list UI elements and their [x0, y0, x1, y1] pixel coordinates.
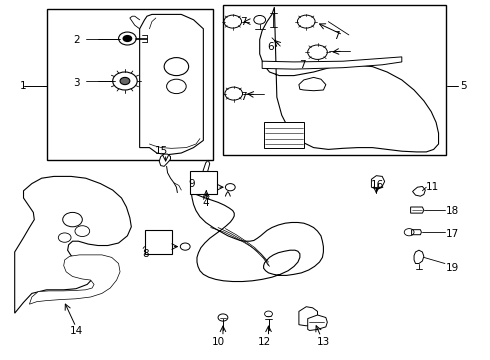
Text: 11: 11	[426, 182, 440, 192]
Polygon shape	[299, 77, 326, 91]
Bar	[47, 9, 213, 160]
Text: 6: 6	[267, 42, 274, 52]
Text: 10: 10	[212, 337, 224, 347]
Bar	[223, 5, 446, 155]
Polygon shape	[411, 207, 424, 213]
Text: 7: 7	[240, 17, 247, 27]
Text: 8: 8	[142, 249, 149, 259]
Text: 16: 16	[370, 180, 384, 190]
Bar	[145, 230, 171, 254]
Text: 15: 15	[155, 146, 169, 156]
Polygon shape	[202, 160, 210, 180]
Text: 3: 3	[74, 78, 80, 88]
Text: 7: 7	[299, 60, 306, 70]
Polygon shape	[299, 307, 318, 326]
Polygon shape	[262, 57, 402, 69]
Text: 2: 2	[74, 35, 80, 45]
Polygon shape	[413, 186, 425, 196]
Text: 17: 17	[446, 229, 459, 239]
Text: 18: 18	[446, 206, 459, 216]
Text: 7: 7	[240, 92, 247, 102]
Polygon shape	[15, 176, 131, 313]
Text: 13: 13	[317, 337, 330, 347]
Bar	[190, 171, 217, 194]
Circle shape	[120, 77, 130, 85]
Text: 19: 19	[446, 263, 459, 273]
Polygon shape	[308, 315, 327, 330]
Polygon shape	[191, 192, 323, 282]
Polygon shape	[260, 7, 439, 152]
Text: 4: 4	[202, 198, 209, 208]
Polygon shape	[29, 255, 120, 304]
Polygon shape	[414, 250, 424, 264]
Text: 12: 12	[258, 337, 271, 347]
Text: 14: 14	[69, 326, 83, 336]
Text: 1: 1	[20, 81, 26, 91]
Polygon shape	[159, 154, 171, 166]
Polygon shape	[371, 176, 385, 189]
Polygon shape	[140, 14, 203, 155]
Polygon shape	[412, 230, 421, 235]
Text: 7: 7	[333, 31, 340, 41]
Text: 9: 9	[189, 179, 196, 189]
Circle shape	[122, 35, 132, 42]
Polygon shape	[264, 122, 304, 148]
Text: 5: 5	[461, 81, 467, 91]
